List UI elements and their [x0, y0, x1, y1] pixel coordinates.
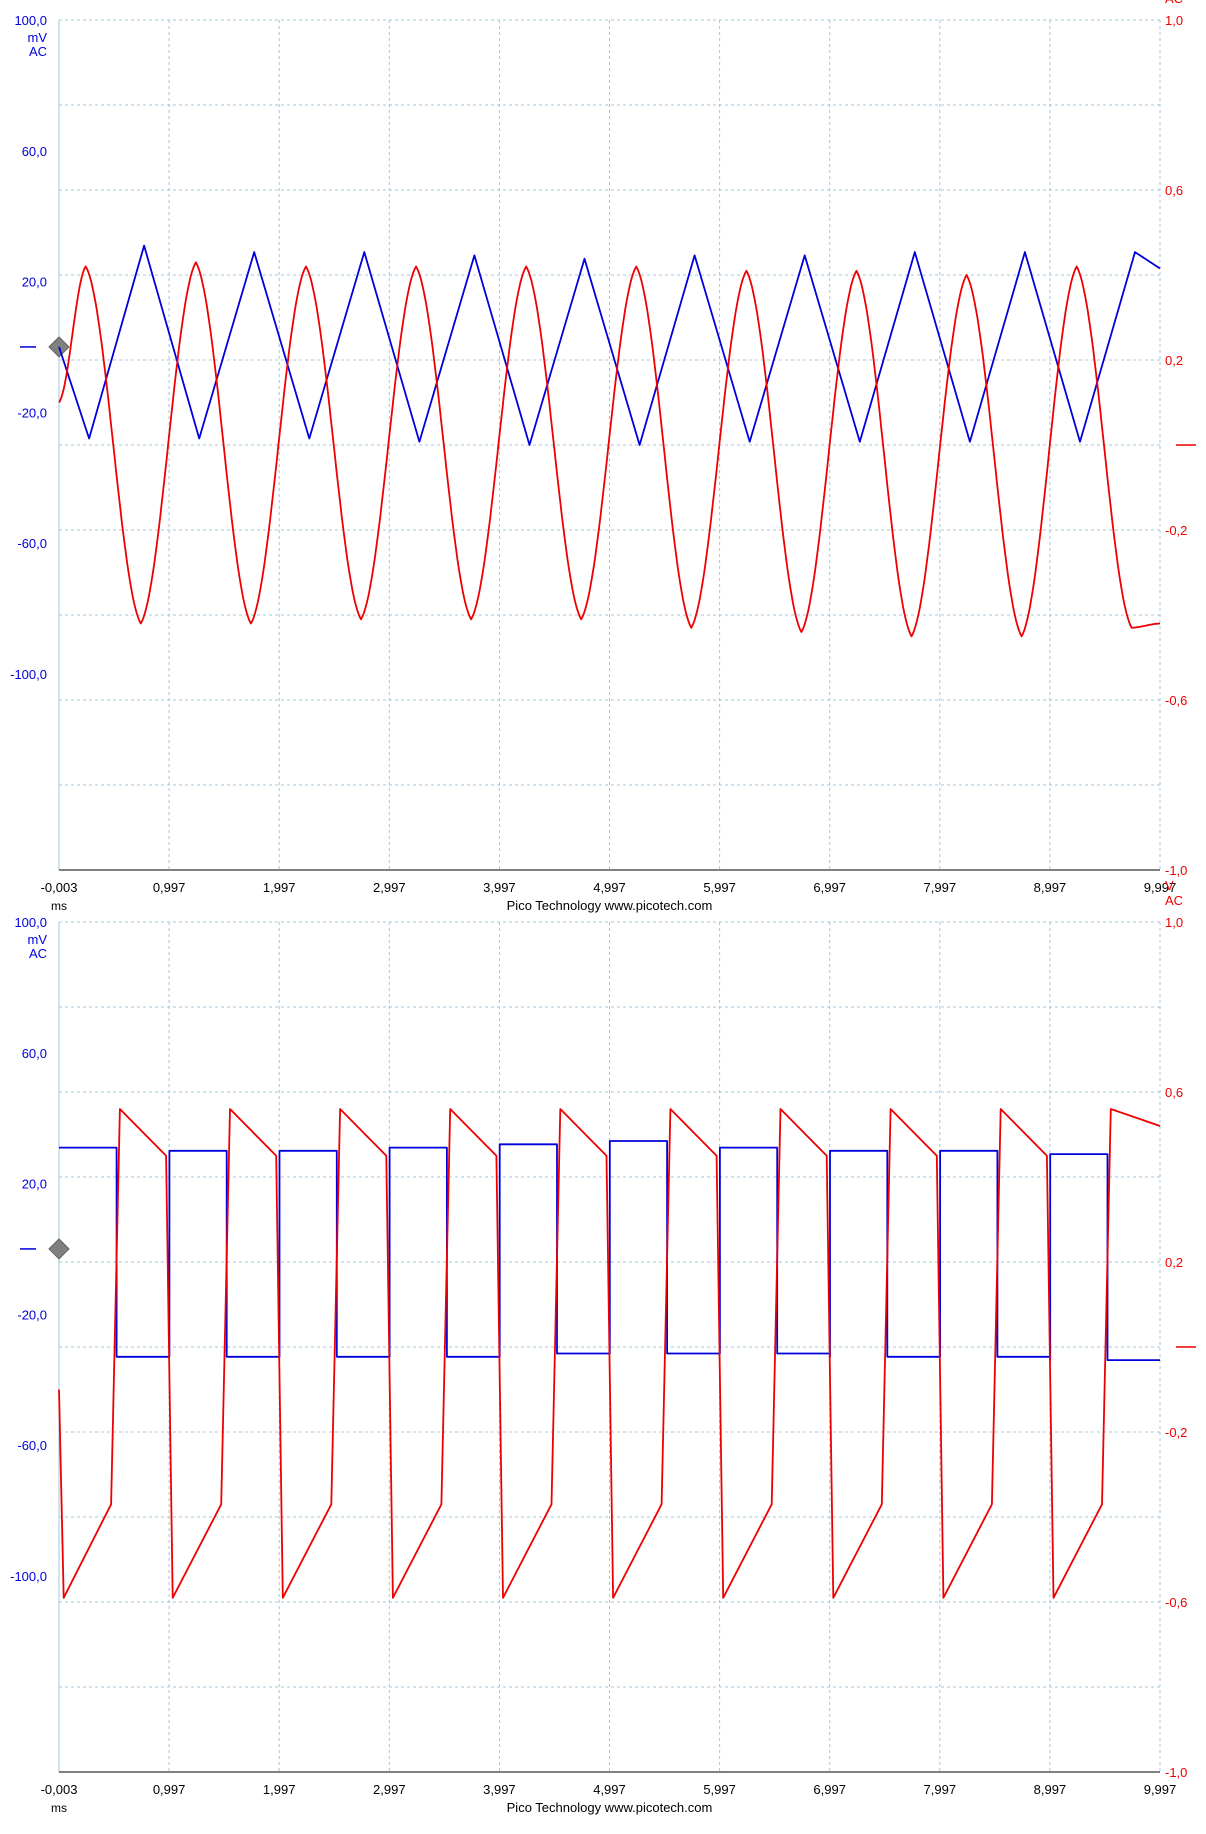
channel-b-coupling-label: AC — [1165, 0, 1183, 6]
x-tick-label: -0,003 — [41, 880, 78, 895]
x-tick-label: 3,997 — [483, 880, 516, 895]
x-tick-label: 2,997 — [373, 880, 406, 895]
x-tick-label: 8,997 — [1034, 1782, 1067, 1797]
channel-a-tick-label: 60,0 — [22, 1046, 47, 1061]
channel-b-tick-label: -0,6 — [1165, 693, 1187, 708]
x-tick-label: 1,997 — [263, 880, 296, 895]
channel-a-tick-label: -20,0 — [17, 405, 47, 420]
channel-b-unit-label: V — [1165, 878, 1174, 893]
x-tick-label: -0,003 — [41, 1782, 78, 1797]
channel-b-tick-label: -1,0 — [1165, 1765, 1187, 1780]
channel-a-coupling-label: AC — [29, 946, 47, 961]
trace-channel-b-sawtooth — [58, 1108, 1161, 1599]
channel-b-tick-label: -0,6 — [1165, 1595, 1187, 1610]
x-tick-label: 7,997 — [924, 880, 957, 895]
x-tick-label: 7,997 — [924, 1782, 957, 1797]
channel-a-unit-label: mV — [28, 30, 48, 45]
channel-b-tick-label: 0,6 — [1165, 183, 1183, 198]
channel-a-tick-label: -60,0 — [17, 536, 47, 551]
x-tick-label: 4,997 — [593, 1782, 626, 1797]
channel-a-tick-label: -60,0 — [17, 1438, 47, 1453]
x-tick-label: 9,997 — [1144, 880, 1177, 895]
channel-a-tick-label: 60,0 — [22, 144, 47, 159]
channel-b-tick-label: 0,6 — [1165, 1085, 1183, 1100]
x-tick-label: 5,997 — [703, 880, 736, 895]
footer-credit: Pico Technology www.picotech.com — [507, 1800, 713, 1815]
trigger-marker-icon — [48, 1238, 70, 1260]
x-tick-label: 9,997 — [1144, 1782, 1177, 1797]
x-tick-label: 8,997 — [1034, 880, 1067, 895]
x-tick-label: 6,997 — [813, 1782, 846, 1797]
footer-credit: Pico Technology www.picotech.com — [507, 898, 713, 913]
x-tick-label: 5,997 — [703, 1782, 736, 1797]
x-tick-label: 0,997 — [153, 880, 186, 895]
x-tick-label: 4,997 — [593, 880, 626, 895]
channel-a-tick-label: 100,0 — [14, 13, 47, 28]
trace-channel-a-triangle — [58, 244, 1161, 446]
channel-a-tick-label: -20,0 — [17, 1307, 47, 1322]
scope-panel-1: 100,060,020,0-20,0-60,0-100,0mVAC1,00,60… — [10, 0, 1196, 913]
x-unit-label: ms — [51, 1801, 67, 1815]
channel-b-tick-label: 0,2 — [1165, 353, 1183, 368]
trace-channel-b-sine — [58, 261, 1161, 638]
x-tick-label: 2,997 — [373, 1782, 406, 1797]
channel-b-tick-label: -1,0 — [1165, 863, 1187, 878]
channel-b-tick-label: 1,0 — [1165, 13, 1183, 28]
channel-a-coupling-label: AC — [29, 44, 47, 59]
channel-a-tick-label: -100,0 — [10, 1569, 47, 1584]
channel-b-coupling-label: AC — [1165, 893, 1183, 908]
channel-b-tick-label: -0,2 — [1165, 1425, 1187, 1440]
channel-a-tick-label: -100,0 — [10, 667, 47, 682]
channel-a-tick-label: 20,0 — [22, 275, 47, 290]
channel-b-tick-label: 1,0 — [1165, 915, 1183, 930]
x-tick-label: 6,997 — [813, 880, 846, 895]
channel-a-tick-label: 20,0 — [22, 1177, 47, 1192]
scope-panel-2: 100,060,020,0-20,0-60,0-100,0mVAC1,00,60… — [10, 878, 1196, 1815]
channel-a-tick-label: 100,0 — [14, 915, 47, 930]
x-unit-label: ms — [51, 899, 67, 913]
x-tick-label: 0,997 — [153, 1782, 186, 1797]
channel-a-unit-label: mV — [28, 932, 48, 947]
x-tick-label: 1,997 — [263, 1782, 296, 1797]
x-tick-label: 3,997 — [483, 1782, 516, 1797]
channel-b-tick-label: -0,2 — [1165, 523, 1187, 538]
channel-b-tick-label: 0,2 — [1165, 1255, 1183, 1270]
